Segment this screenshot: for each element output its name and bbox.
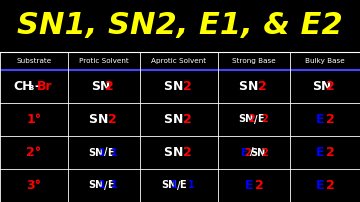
- Text: /: /: [177, 181, 181, 190]
- Text: 2: 2: [326, 146, 335, 159]
- Text: 2: 2: [326, 113, 335, 126]
- Text: SN: SN: [312, 80, 332, 93]
- Text: SN: SN: [251, 147, 266, 158]
- Text: Br: Br: [37, 80, 52, 93]
- Text: 2: 2: [258, 80, 266, 93]
- Text: 2: 2: [326, 80, 335, 93]
- Text: Substrate: Substrate: [16, 58, 51, 64]
- Text: 1: 1: [99, 181, 105, 190]
- Text: 2°: 2°: [26, 146, 41, 159]
- Text: E: E: [180, 181, 190, 190]
- Text: 2: 2: [183, 146, 192, 159]
- Text: E: E: [240, 147, 247, 158]
- Text: SN: SN: [238, 115, 253, 124]
- Text: E: E: [316, 113, 329, 126]
- Text: 1: 1: [188, 181, 195, 190]
- Text: SN: SN: [165, 113, 188, 126]
- Text: 2: 2: [326, 179, 335, 192]
- Text: Bulky Base: Bulky Base: [305, 58, 345, 64]
- Text: 2: 2: [183, 113, 192, 126]
- Text: /: /: [255, 115, 258, 124]
- Text: SN: SN: [165, 80, 188, 93]
- Text: E: E: [245, 179, 258, 192]
- Text: -: -: [34, 80, 39, 93]
- Text: SN1, SN2, E1, & E2: SN1, SN2, E1, & E2: [17, 12, 343, 40]
- Text: SN: SN: [239, 80, 263, 93]
- Text: 1: 1: [111, 181, 118, 190]
- Text: E: E: [107, 147, 114, 158]
- Text: SN: SN: [91, 80, 111, 93]
- Text: 1: 1: [99, 147, 105, 158]
- Text: SN: SN: [165, 146, 188, 159]
- Text: 2: 2: [255, 179, 264, 192]
- Text: 2: 2: [261, 147, 268, 158]
- Text: Strong Base: Strong Base: [232, 58, 276, 64]
- Text: 2: 2: [105, 80, 114, 93]
- Text: E: E: [316, 146, 329, 159]
- Text: /: /: [104, 147, 108, 158]
- Text: SN: SN: [88, 181, 103, 190]
- Text: E: E: [257, 115, 264, 124]
- Text: 2: 2: [108, 113, 117, 126]
- Text: SN: SN: [161, 181, 176, 190]
- Text: E: E: [316, 179, 329, 192]
- Text: 3°: 3°: [27, 179, 41, 192]
- Text: 1: 1: [111, 147, 118, 158]
- Text: /: /: [250, 147, 254, 158]
- Text: CH: CH: [14, 80, 33, 93]
- Text: E: E: [107, 181, 114, 190]
- Text: /: /: [104, 181, 108, 190]
- Text: Aprotic Solvent: Aprotic Solvent: [152, 58, 207, 64]
- Text: 2: 2: [183, 80, 192, 93]
- Text: 1: 1: [171, 181, 178, 190]
- Text: 1°: 1°: [26, 113, 41, 126]
- Text: SN: SN: [89, 113, 113, 126]
- Text: 2: 2: [248, 115, 255, 124]
- Text: ₃: ₃: [29, 80, 34, 93]
- Text: Protic Solvent: Protic Solvent: [79, 58, 129, 64]
- Text: 2: 2: [261, 115, 268, 124]
- Text: 2: 2: [244, 147, 251, 158]
- Text: SN: SN: [88, 147, 103, 158]
